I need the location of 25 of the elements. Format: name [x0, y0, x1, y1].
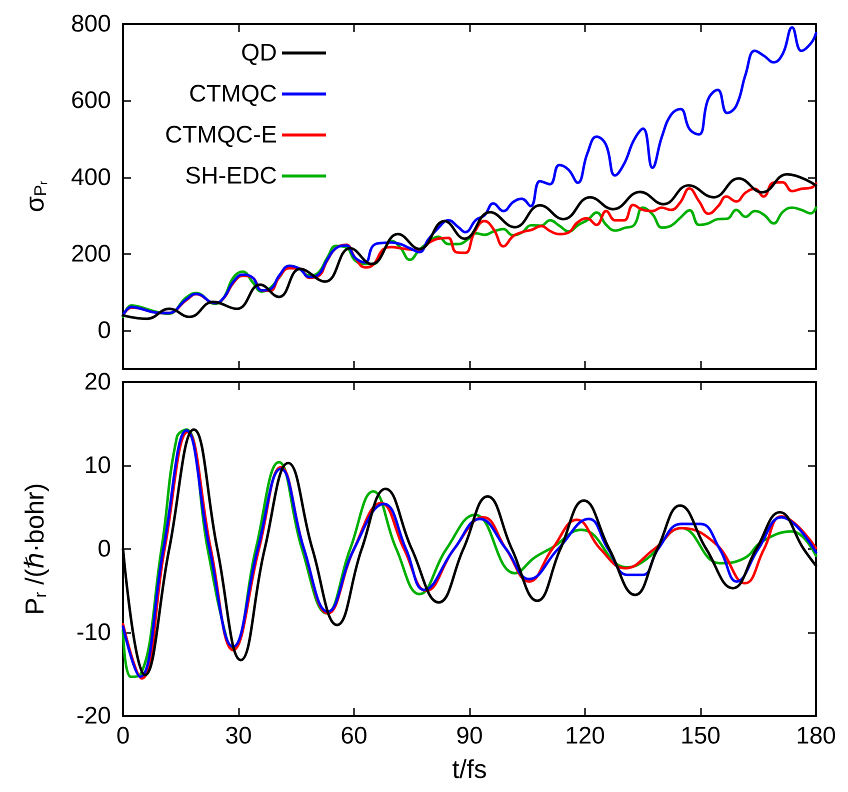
legend-label: CTMQC: [189, 80, 277, 108]
y-tick-label: 400: [70, 164, 111, 191]
y-tick-label: 600: [70, 87, 111, 114]
y-tick-label: -10: [76, 619, 111, 646]
y-tick-label: 10: [84, 452, 111, 479]
y-tick-label: 200: [70, 240, 111, 268]
y-axis-title: Pr /(ℏ·bohr): [20, 483, 50, 615]
line-series: [122, 26, 818, 317]
x-tick-label: 60: [340, 722, 368, 750]
y-tick-label: 0: [98, 317, 111, 344]
x-tick-label: 180: [796, 722, 836, 750]
y-tick-label: 800: [70, 10, 111, 38]
y-axis-title: σPᵣ: [20, 180, 50, 212]
x-tick-label: 90: [456, 722, 483, 750]
y-tick-label: 20: [84, 368, 111, 396]
x-axis-title: t/fs: [452, 754, 487, 784]
legend-label: SH-EDC: [184, 162, 277, 190]
x-tick-label: 0: [116, 722, 130, 750]
x-tick-label: 150: [680, 722, 721, 750]
x-tick-label: 30: [225, 722, 252, 750]
legend-label: QD: [240, 40, 277, 66]
x-tick-label: 120: [564, 722, 606, 750]
y-tick-label: 0: [98, 536, 111, 562]
y-tick-label: -20: [76, 702, 111, 730]
legend-label: CTMQC-E: [165, 122, 277, 148]
